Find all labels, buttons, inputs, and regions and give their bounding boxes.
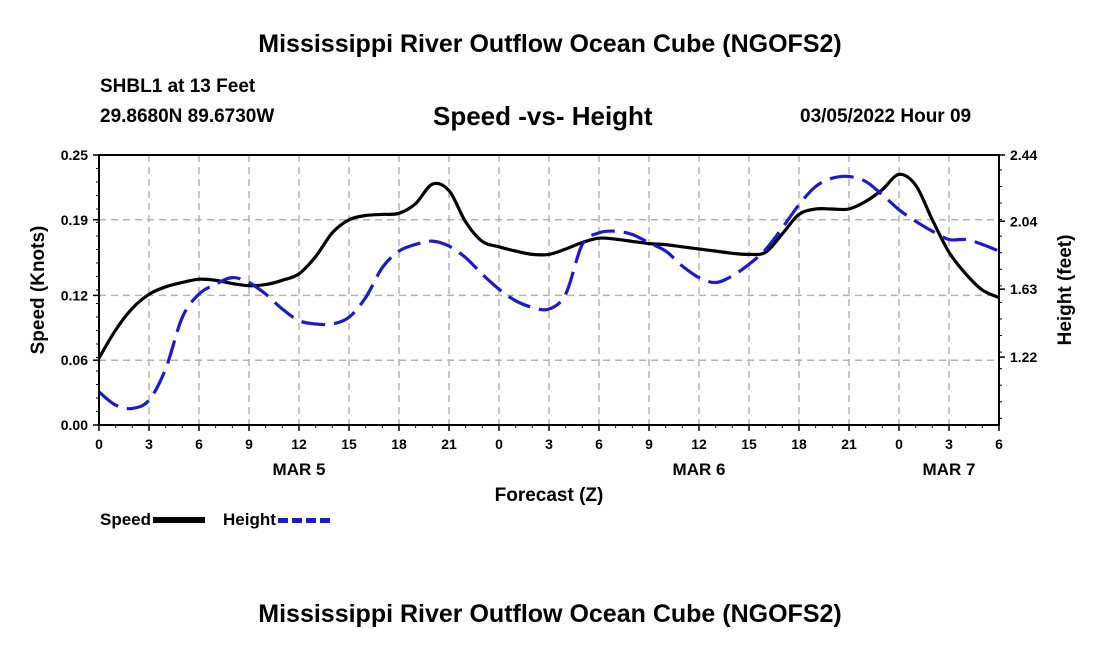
y-left-tick-label: 0.06 [61,352,88,368]
x-day-label: MAR 5 [273,460,326,479]
x-tick-label: 6 [195,436,203,452]
y-right-tick-label: 1.63 [1010,281,1037,297]
y-axis-right-title: Height (feet) [1055,235,1076,346]
station-coordinates: 29.8680N 89.6730W [100,106,275,127]
y-left-tick-label: 0.25 [61,147,88,163]
x-tick-label: 21 [841,436,857,452]
legend-height-swatch [277,517,330,523]
x-tick-label: 15 [341,436,357,452]
y-right-tick-label: 2.04 [1010,213,1037,229]
chart-subtitle: Speed -vs- Height [433,101,653,131]
x-tick-label: 12 [291,436,307,452]
station-label: SHBL1 at 13 Feet [100,76,256,97]
y-left-tick-label: 0.19 [61,212,88,228]
x-tick-label: 6 [995,436,1003,452]
legend-item-height: Height [223,510,330,530]
x-day-label: MAR 6 [673,460,726,479]
x-tick-label: 9 [645,436,653,452]
x-tick-label: 0 [895,436,903,452]
series-line-height [97,174,1000,411]
x-tick-label: 18 [391,436,407,452]
x-tick-label: 18 [791,436,807,452]
grid [99,154,999,425]
x-tick-label: 15 [741,436,757,452]
chart-title: Mississippi River Outflow Ocean Cube (NG… [258,30,842,58]
legend-speed-label: Speed [100,510,152,529]
x-tick-label: 3 [545,436,553,452]
y-right-tick-label: 2.44 [1010,147,1037,163]
speed-height-chart: 0 3 6 9 12 15 18 21 0 3 6 9 12 15 18 21 0 3 6 0.00 0.06 0.12 0… [28,147,1076,506]
y-axis-left-title: Speed (Knots) [28,226,49,355]
legend-speed-swatch [153,517,206,523]
x-tick-label: 9 [245,436,253,452]
x-tick-label: 0 [495,436,503,452]
y-right-tick-label: 1.22 [1010,349,1037,365]
x-tick-label: 6 [595,436,603,452]
legend-item-speed: Speed [100,510,206,530]
y-left-tick-label: 0.12 [61,287,88,303]
y-left-tick-label: 0.00 [61,417,88,433]
series-line-speed [97,172,1000,359]
x-tick-label: 3 [945,436,953,452]
footer-title: Mississippi River Outflow Ocean Cube (NG… [258,600,842,628]
x-tick-label: 0 [95,436,103,452]
x-tick-label: 21 [441,436,457,452]
legend-height-label: Height [223,510,276,529]
tick-layer: 0 3 6 9 12 15 18 21 0 3 6 9 12 15 18 21 0 3 6 0.00 0.06 0.12 0… [61,147,1038,479]
x-axis-title: Forecast (Z) [495,485,604,506]
series-layer [97,172,1000,411]
forecast-datetime: 03/05/2022 Hour 09 [800,106,972,127]
x-tick-label: 12 [691,436,707,452]
legend: Speed Height [100,509,348,531]
x-tick-label: 3 [145,436,153,452]
x-day-label: MAR 7 [923,460,976,479]
